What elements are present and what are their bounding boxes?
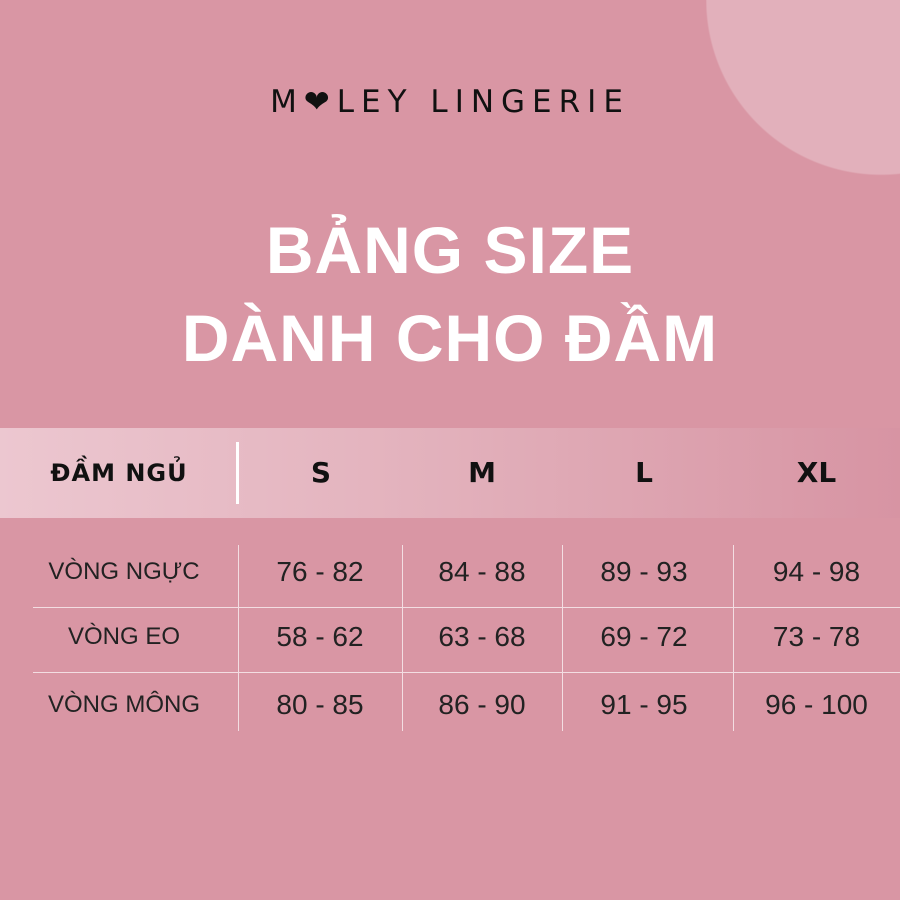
table-cell: 73 - 78 <box>772 621 861 652</box>
table-cell: 84 - 88 <box>438 556 526 587</box>
table-cell: 86 - 90 <box>438 689 526 720</box>
table-row: VÒNG EO 58 - 62 63 - 68 69 - 72 73 - 78 <box>0 605 900 669</box>
column-divider <box>402 545 403 731</box>
table-row: VÒNG MÔNG 80 - 85 86 - 90 91 - 95 96 - 1… <box>0 673 900 737</box>
brand-logo: M❤LEY LINGERIE <box>270 84 630 120</box>
table-header: ĐẦM NGỦ S M L XL <box>0 428 900 518</box>
size-header: S <box>310 456 332 489</box>
table-cell: 63 - 68 <box>438 621 526 652</box>
column-divider <box>562 545 563 731</box>
column-divider <box>238 545 239 731</box>
size-header: L <box>635 456 653 489</box>
row-label: VÒNG MÔNG <box>47 691 200 718</box>
header-divider <box>236 442 239 504</box>
row-divider <box>33 672 900 673</box>
page-title-line1: BẢNG SIZE <box>265 213 635 287</box>
corner-label: ĐẦM NGỦ <box>50 459 188 487</box>
page-title-line2: DÀNH CHO ĐẦM <box>181 301 719 375</box>
row-label: VÒNG EO <box>67 623 181 650</box>
table-cell: 69 - 72 <box>600 621 688 652</box>
table-cell: 80 - 85 <box>276 689 364 720</box>
table-cell: 76 - 82 <box>276 556 364 587</box>
table-cell: 96 - 100 <box>765 689 868 720</box>
table-cell: 91 - 95 <box>600 689 688 720</box>
table-cell: 89 - 93 <box>600 556 688 587</box>
row-label: VÒNG NGỰC <box>48 558 200 585</box>
column-divider <box>733 545 734 731</box>
decorative-circle <box>706 0 900 176</box>
size-header: M <box>468 456 496 489</box>
row-divider <box>33 607 900 608</box>
table-cell: 94 - 98 <box>772 556 861 587</box>
size-header: XL <box>796 456 837 489</box>
table-cell: 58 - 62 <box>276 621 364 652</box>
table-row: VÒNG NGỰC 76 - 82 84 - 88 89 - 93 94 - 9… <box>0 540 900 604</box>
